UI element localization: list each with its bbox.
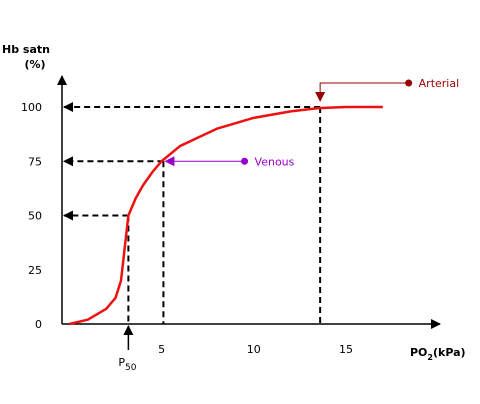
x-tick-label: 10 [247, 343, 261, 356]
y-tick-label: 75 [28, 155, 42, 168]
curve [69, 105, 383, 326]
p50-label: P50 [118, 356, 136, 373]
x-axis-title-part: PO [410, 346, 427, 359]
y-axis-title: Hb satn [2, 43, 50, 56]
annotation-dot [241, 157, 249, 165]
p50-label-sub: 50 [125, 363, 137, 373]
y-tick-label: 25 [28, 264, 42, 277]
x-axis-title-part: (kPa) [433, 346, 466, 359]
x-axis-title-sub: 2 [427, 353, 433, 362]
y-tick-label: 100 [21, 101, 42, 114]
y-tick-label: 0 [35, 318, 42, 331]
annotation-label: Arterial [419, 77, 460, 90]
annotation-arrow [315, 82, 409, 102]
y-axis-title: (%) [24, 58, 45, 71]
x-tick-label: 15 [339, 343, 353, 356]
annotation-label: Venous [255, 155, 295, 168]
x-axis-title: PO2(kPa) [410, 346, 466, 362]
p50-label-part: P [118, 356, 125, 369]
y-tick-label: 50 [28, 210, 42, 223]
x-tick-label: 5 [158, 343, 165, 356]
annotation-dot [405, 79, 413, 87]
